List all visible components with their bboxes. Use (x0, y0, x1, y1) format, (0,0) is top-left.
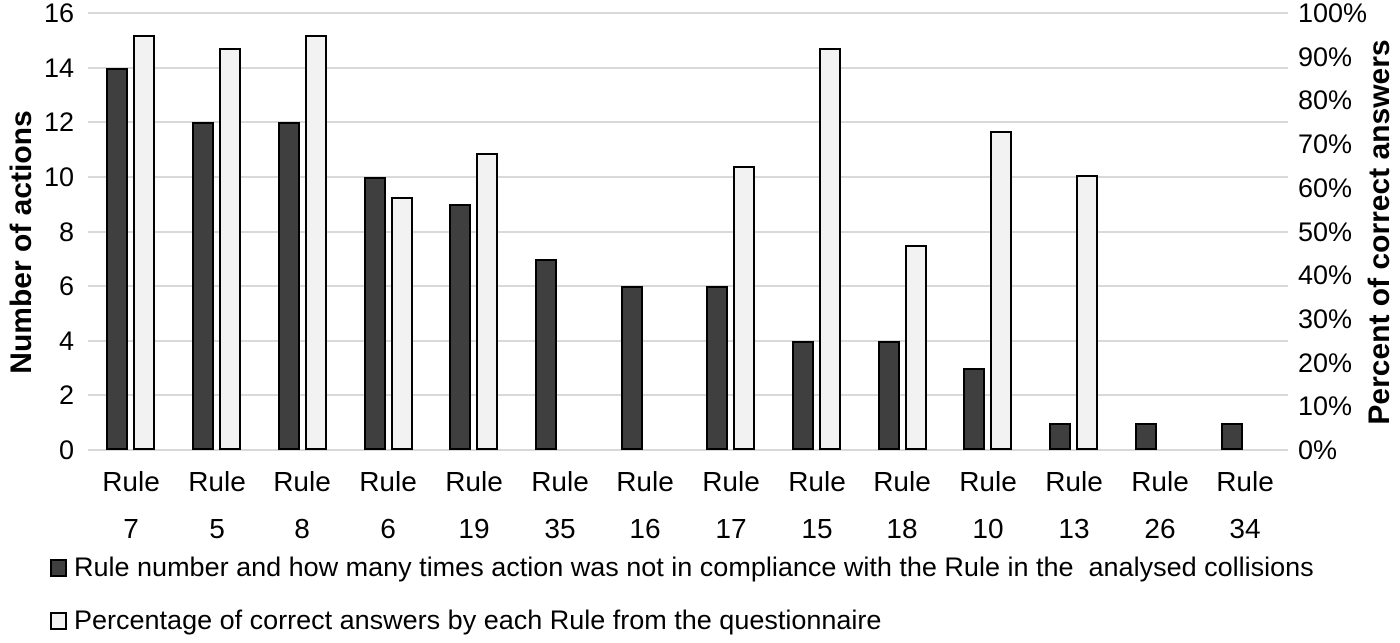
gridline (88, 12, 1288, 14)
y-axis-tick-right: 100% (1298, 0, 1368, 28)
x-axis-category-label: Rule 6 (359, 466, 417, 544)
gridline (88, 339, 1288, 342)
bar-dark (1221, 423, 1243, 450)
legend-item: Rule number and how many times action wa… (50, 552, 1314, 583)
y-axis-tick-right: 40% (1298, 260, 1353, 291)
x-axis-category-label: Rule 26 (1131, 466, 1189, 544)
bar-dark (192, 122, 214, 450)
x-axis-category-label: Rule 13 (1045, 466, 1103, 544)
bar-dark (1135, 423, 1157, 450)
x-axis-category-label: Rule 5 (188, 466, 246, 544)
bar-light (391, 197, 413, 450)
bar-dark (792, 341, 814, 450)
y-axis-tick-right: 60% (1298, 172, 1353, 203)
y-axis-tick-right: 90% (1298, 41, 1353, 72)
legend-item: Percentage of correct answers by each Ru… (50, 605, 881, 636)
bar-light (733, 166, 755, 450)
x-axis-category-label: Rule 34 (1216, 466, 1274, 544)
y-axis-tick-left: 4 (58, 325, 74, 356)
y-axis-tick-left: 16 (43, 0, 74, 28)
y-axis-tick-left: 14 (43, 52, 74, 83)
legend-swatch-light (50, 611, 67, 630)
x-axis-category-label: Rule 7 (102, 466, 160, 544)
legend-label: Percentage of correct answers by each Ru… (74, 605, 882, 635)
plot-area (88, 12, 1288, 451)
gridline (88, 285, 1288, 288)
y-axis-tick-left: 12 (43, 107, 74, 138)
x-axis-category-label: Rule 10 (959, 466, 1017, 544)
bar-dark (878, 341, 900, 450)
bar-dark (963, 368, 985, 450)
bar-dark (278, 122, 300, 450)
x-axis-category-label: Rule 8 (273, 466, 331, 544)
bar-dark (449, 204, 471, 450)
y-axis-tick-left: 8 (58, 216, 74, 247)
bar-dark (106, 68, 128, 450)
bar-light (905, 245, 927, 450)
x-axis-category-label: Rule 17 (702, 466, 760, 544)
gridline (88, 394, 1288, 397)
bar-light (133, 35, 155, 450)
x-axis-category-label: Rule 18 (873, 466, 931, 544)
bar-dark (364, 177, 386, 450)
bar-dark (1049, 423, 1071, 450)
gridline (88, 175, 1288, 178)
gridline (88, 230, 1288, 233)
bar-light (990, 131, 1012, 450)
y-axis-tick-left: 10 (43, 161, 74, 192)
right-axis-title: Percent of correct answers (1363, 39, 1396, 425)
y-axis-tick-right: 80% (1298, 85, 1353, 116)
bar-dark (706, 286, 728, 450)
bar-light (819, 48, 841, 450)
y-axis-tick-right: 50% (1298, 216, 1353, 247)
y-axis-tick-right: 0% (1298, 435, 1338, 465)
y-axis-tick-right: 20% (1298, 347, 1353, 378)
x-axis-category-label: Rule 16 (616, 466, 674, 544)
y-axis-tick-right: 10% (1298, 391, 1353, 422)
legend-label: Rule number and how many times action wa… (74, 552, 1314, 582)
y-axis-tick-left: 0 (58, 435, 74, 465)
y-axis-tick-right: 30% (1298, 303, 1353, 334)
gridline (88, 66, 1288, 69)
x-axis-category-label: Rule 19 (445, 466, 503, 544)
x-axis-category-label: Rule 35 (531, 466, 589, 544)
bar-dark (535, 259, 557, 450)
legend-swatch-dark (50, 558, 67, 577)
bar-light (1076, 175, 1098, 450)
gridline (88, 449, 1288, 451)
y-axis-tick-left: 2 (58, 380, 74, 411)
bar-light (305, 35, 327, 450)
y-axis-tick-left: 6 (58, 271, 74, 302)
bar-light (476, 153, 498, 450)
y-axis-tick-right: 70% (1298, 129, 1353, 160)
bar-dark (621, 286, 643, 450)
gridline (88, 121, 1288, 124)
x-axis-category-label: Rule 15 (788, 466, 846, 544)
bar-light (219, 48, 241, 450)
